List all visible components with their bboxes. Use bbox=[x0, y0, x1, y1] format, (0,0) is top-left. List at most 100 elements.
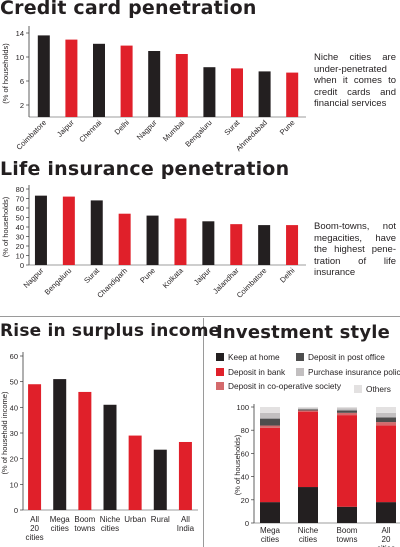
x-tick-label: cities bbox=[101, 524, 119, 533]
bar-coimbatore bbox=[37, 35, 50, 117]
x-tick-label: Surat bbox=[82, 265, 102, 285]
legend-swatch bbox=[296, 353, 304, 361]
credit-card-note: Niche cities are under-penetrated when i… bbox=[314, 52, 396, 109]
x-tick-label: Mumbai bbox=[161, 118, 186, 143]
x-tick-label: Surat bbox=[222, 117, 242, 137]
legend-item-bank: Deposit in bank bbox=[216, 367, 285, 377]
y-tick-label: 100 bbox=[236, 403, 249, 412]
x-tick-label: 20 bbox=[382, 535, 391, 544]
horizontal-divider bbox=[0, 316, 400, 317]
segment-keep-at-home bbox=[260, 502, 280, 523]
x-tick-label: Delhi bbox=[113, 118, 132, 137]
x-tick-label: towns bbox=[337, 535, 358, 544]
segment-purchase-insurance-policies bbox=[298, 408, 318, 410]
bar-jaipur bbox=[65, 39, 78, 117]
bar-rural bbox=[153, 449, 167, 510]
x-tick-label: All bbox=[382, 526, 391, 535]
y-tick-label: 0 bbox=[245, 519, 249, 528]
y-tick-label: 6 bbox=[20, 77, 24, 86]
y-tick-label: 40 bbox=[10, 403, 18, 412]
legend-label: Deposit in bank bbox=[228, 367, 286, 377]
x-tick-label: Jaipur bbox=[55, 118, 76, 139]
y-axis-title: (% of household income) bbox=[0, 391, 9, 474]
x-tick-label: India bbox=[177, 524, 195, 533]
x-tick-label: Mega bbox=[50, 515, 71, 524]
y-tick-label: 10 bbox=[10, 480, 18, 489]
bar-boom-towns bbox=[78, 391, 92, 510]
bar-delhi bbox=[286, 225, 299, 265]
credit-card-title: Credit card penetration bbox=[0, 0, 257, 19]
legend-swatch bbox=[216, 382, 224, 390]
segment-purchase-insurance-policies bbox=[337, 408, 357, 411]
y-tick-label: 2 bbox=[20, 101, 24, 110]
legend-swatch bbox=[216, 368, 224, 376]
legend-label: Deposit in post office bbox=[308, 352, 385, 362]
bar-chandigarh bbox=[118, 213, 131, 265]
legend-swatch bbox=[216, 353, 224, 361]
x-tick-label: Niche bbox=[298, 526, 319, 535]
legend-item-post-office: Deposit in post office bbox=[296, 352, 385, 362]
surplus-income-title: Rise in surplus income bbox=[0, 321, 221, 341]
legend-label: Keep at home bbox=[228, 352, 280, 362]
legend-label: Deposit in co-operative society bbox=[228, 381, 341, 391]
x-tick-label: Pune bbox=[138, 266, 157, 285]
y-axis-title: (% of households) bbox=[1, 43, 10, 104]
y-tick-label: 30 bbox=[10, 429, 18, 438]
bar-nagpur bbox=[34, 195, 47, 265]
x-tick-label: Nagpur bbox=[22, 266, 46, 290]
segment-others bbox=[337, 407, 357, 409]
x-tick-label: Coimbatore bbox=[14, 118, 48, 152]
y-tick-label: 50 bbox=[10, 378, 18, 387]
x-tick-label: cities bbox=[261, 535, 279, 544]
segment-deposit-in-co-operative-society bbox=[376, 422, 396, 426]
y-tick-label: 0 bbox=[20, 261, 24, 270]
bar-surat bbox=[231, 68, 243, 117]
y-tick-label: 14 bbox=[16, 29, 24, 38]
segment-others bbox=[260, 407, 280, 413]
x-tick-label: cities bbox=[51, 524, 69, 533]
legend-swatch bbox=[354, 385, 362, 393]
segment-deposit-in-co-operative-society bbox=[260, 425, 280, 428]
x-tick-label: Rural bbox=[151, 515, 170, 524]
bar-mega-cities bbox=[53, 379, 67, 510]
x-tick-label: Nagpur bbox=[135, 118, 159, 142]
x-tick-label: All bbox=[181, 515, 190, 524]
bar-ahmedabad bbox=[258, 71, 271, 117]
legend-label: Others bbox=[366, 384, 391, 394]
legend-item-insurance: Purchase insurance policies bbox=[296, 367, 400, 377]
x-tick-label: Mega bbox=[260, 526, 281, 535]
segment-deposit-in-post-office bbox=[337, 410, 357, 413]
segment-deposit-in-post-office bbox=[298, 409, 318, 411]
vertical-divider bbox=[203, 318, 204, 547]
y-tick-label: 0 bbox=[14, 506, 18, 515]
y-tick-label: 80 bbox=[16, 185, 24, 194]
y-tick-label: 40 bbox=[241, 473, 249, 482]
legend-swatch bbox=[296, 368, 304, 376]
x-tick-label: cities bbox=[377, 544, 395, 547]
y-tick-label: 20 bbox=[16, 242, 24, 251]
y-tick-label: 50 bbox=[16, 214, 24, 223]
bar-surat bbox=[90, 200, 103, 265]
y-tick-label: 20 bbox=[241, 496, 249, 505]
x-tick-label: Chennai bbox=[77, 118, 103, 144]
life-insurance-note: Boom-towns, not megacities, have the hig… bbox=[314, 221, 396, 278]
x-tick-label: Boom bbox=[337, 526, 358, 535]
bar-pune bbox=[146, 215, 159, 265]
bar-niche-cities bbox=[103, 404, 117, 510]
y-axis-title: (% of households) bbox=[1, 196, 10, 257]
y-tick-label: 60 bbox=[16, 204, 24, 213]
bar-jalandhar bbox=[230, 224, 243, 265]
legend-item-others: Others bbox=[354, 384, 391, 394]
segment-deposit-in-co-operative-society bbox=[298, 410, 318, 412]
y-tick-label: 30 bbox=[16, 233, 24, 242]
segment-others bbox=[376, 407, 396, 413]
bar-all-india bbox=[178, 441, 192, 510]
segment-deposit-in-bank bbox=[376, 425, 396, 503]
bar-kolkata bbox=[174, 218, 187, 265]
bar-pune bbox=[286, 72, 299, 117]
y-tick-label: 40 bbox=[16, 223, 24, 232]
x-tick-label: All bbox=[30, 515, 39, 524]
bar-urban bbox=[128, 435, 142, 510]
